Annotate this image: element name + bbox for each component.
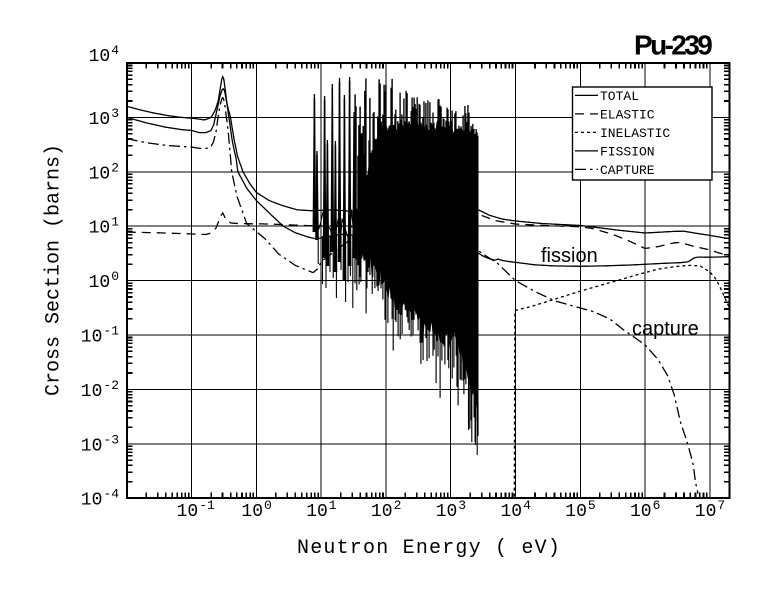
svg-text:-3: -3 (103, 432, 119, 447)
svg-text:-4: -4 (103, 487, 119, 502)
svg-text:10: 10 (436, 502, 458, 522)
svg-text:10: 10 (565, 502, 587, 522)
svg-text:10: 10 (630, 502, 652, 522)
svg-text:2: 2 (111, 160, 119, 175)
svg-text:10: 10 (89, 219, 111, 239)
svg-text:1: 1 (111, 215, 119, 230)
svg-text:10: 10 (81, 382, 103, 402)
svg-text:7: 7 (717, 498, 725, 513)
svg-text:Pu-239: Pu-239 (634, 30, 712, 61)
svg-text:4: 4 (111, 43, 119, 58)
svg-text:10: 10 (81, 328, 103, 348)
svg-text:10: 10 (89, 273, 111, 293)
svg-text:3: 3 (111, 106, 119, 121)
svg-text:Cross Section (barns): Cross Section (barns) (43, 144, 66, 396)
svg-text:10: 10 (177, 502, 199, 522)
svg-text:10: 10 (89, 164, 111, 184)
svg-text:10: 10 (89, 47, 111, 67)
svg-text:5: 5 (588, 498, 596, 513)
svg-text:Neutron Energy ( eV): Neutron Energy ( eV) (297, 537, 561, 560)
svg-text:0: 0 (264, 498, 272, 513)
svg-text:2: 2 (394, 498, 402, 513)
svg-text:10: 10 (89, 110, 111, 130)
svg-text:FISSION: FISSION (600, 144, 655, 159)
svg-text:10: 10 (241, 502, 263, 522)
svg-text:capture: capture (632, 318, 699, 340)
svg-text:3: 3 (458, 498, 466, 513)
svg-text:fission: fission (541, 245, 598, 267)
svg-text:-1: -1 (199, 498, 215, 513)
svg-text:4: 4 (523, 498, 531, 513)
svg-text:INELASTIC: INELASTIC (600, 126, 670, 141)
svg-text:10: 10 (81, 436, 103, 456)
svg-text:-2: -2 (103, 378, 119, 393)
svg-text:10: 10 (306, 502, 328, 522)
svg-text:CAPTURE: CAPTURE (600, 163, 655, 178)
svg-text:1: 1 (329, 498, 337, 513)
svg-text:TOTAL: TOTAL (600, 89, 639, 104)
svg-text:10: 10 (371, 502, 393, 522)
svg-text:10: 10 (695, 502, 717, 522)
svg-text:ELASTIC: ELASTIC (600, 107, 655, 122)
svg-text:0: 0 (111, 269, 119, 284)
svg-text:10: 10 (501, 502, 523, 522)
svg-text:10: 10 (81, 491, 103, 511)
svg-text:-1: -1 (103, 324, 119, 339)
svg-text:6: 6 (653, 498, 661, 513)
